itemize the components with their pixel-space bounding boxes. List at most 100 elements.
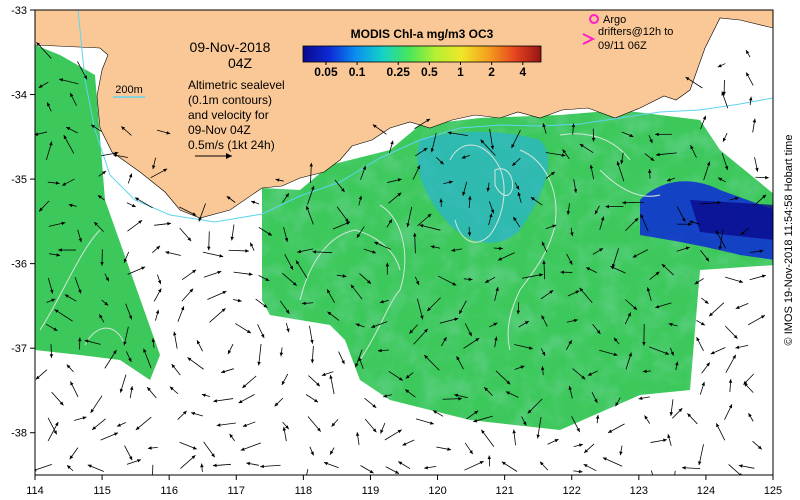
velocity-arrow	[98, 170, 107, 177]
velocity-arrow	[754, 157, 759, 172]
colorbar-tick-label: 2	[488, 65, 495, 79]
x-axis-tick-label: 122	[563, 485, 581, 497]
velocity-arrow	[725, 354, 737, 373]
velocity-arrow	[309, 446, 314, 456]
velocity-arrow	[514, 344, 533, 350]
velocity-arrow	[681, 466, 701, 470]
velocity-arrow	[48, 221, 66, 227]
imos-credit-label: © IMOS 19-Nov-2018 11:54:58 Hobart time	[783, 135, 795, 346]
velocity-arrow	[35, 369, 48, 380]
velocity-arrow	[246, 461, 259, 466]
velocity-arrow	[715, 230, 727, 249]
x-axis-tick-label: 121	[495, 485, 513, 497]
map-plot-area: 09-Nov-2018 04Z 200m Altimetric sealevel…	[35, 10, 773, 475]
velocity-arrow	[415, 418, 434, 425]
velocity-arrow	[542, 260, 546, 280]
velocity-arrow	[755, 175, 769, 180]
velocity-arrow	[467, 226, 472, 237]
velocity-arrow	[413, 328, 429, 345]
velocity-arrow	[284, 254, 294, 270]
velocity-arrow	[642, 324, 646, 346]
velocity-arrow	[84, 339, 101, 345]
velocity-arrow	[717, 177, 726, 183]
velocity-arrow	[725, 325, 738, 339]
velocity-arrow	[501, 461, 518, 472]
velocity-arrow	[494, 336, 498, 348]
velocity-arrow	[45, 141, 53, 161]
velocity-arrow	[123, 326, 129, 346]
velocity-arrow	[179, 441, 197, 450]
velocity-arrow	[466, 410, 479, 420]
velocity-arrow	[458, 300, 467, 315]
velocity-arrow	[227, 343, 234, 355]
velocity-arrow	[242, 375, 257, 389]
velocity-arrow	[74, 277, 82, 294]
velocity-arrow	[134, 197, 153, 209]
velocity-arrow	[374, 241, 391, 250]
velocity-arrow	[441, 336, 447, 347]
velocity-arrow	[100, 249, 104, 266]
velocity-arrow	[258, 227, 273, 236]
velocity-arrow	[700, 249, 710, 262]
velocity-arrow	[735, 303, 749, 309]
velocity-arrow	[49, 344, 54, 358]
velocity-arrow	[649, 346, 670, 355]
velocity-arrow	[125, 303, 133, 320]
velocity-arrow	[127, 173, 133, 184]
velocity-arrow	[591, 128, 596, 142]
velocity-arrow	[752, 118, 757, 133]
x-axis-tick-label: 117	[227, 485, 245, 497]
velocity-arrow	[513, 216, 521, 228]
velocity-arrow	[585, 267, 598, 274]
colorbar-gradient	[302, 45, 542, 63]
velocity-arrow	[749, 274, 766, 281]
velocity-arrow	[384, 429, 402, 441]
y-axis-tick-label: -38	[11, 428, 27, 440]
velocity-arrow	[154, 222, 172, 226]
altimetry-legend-line-1: Altimetric sealevel	[188, 78, 285, 92]
velocity-arrow	[383, 394, 392, 398]
velocity-arrow	[488, 213, 493, 226]
velocity-arrow	[587, 370, 598, 376]
x-axis-tick-label: 119	[362, 485, 380, 497]
velocity-arrow	[655, 132, 673, 137]
velocity-arrow	[70, 381, 79, 398]
velocity-arrow	[592, 323, 601, 335]
velocity-arrow	[234, 323, 252, 334]
velocity-arrow	[721, 152, 729, 171]
velocity-arrow	[93, 221, 104, 232]
velocity-arrow	[644, 153, 655, 162]
velocity-arrow	[743, 382, 754, 393]
velocity-arrow	[238, 394, 255, 404]
velocity-arrow	[155, 309, 160, 321]
velocity-arrow	[285, 322, 290, 333]
velocity-arrow	[119, 374, 127, 393]
velocity-arrow	[187, 357, 204, 370]
velocity-arrow	[625, 299, 638, 311]
velocity-arrow	[566, 203, 571, 215]
velocity-arrow	[735, 345, 749, 349]
velocity-arrow	[46, 102, 52, 112]
velocity-arrow	[387, 178, 402, 183]
colorbar-title: MODIS Chl-a mg/m3 OC3	[351, 27, 494, 41]
velocity-arrow	[413, 232, 417, 254]
velocity-arrow	[336, 206, 349, 223]
velocity-arrow	[147, 446, 158, 450]
velocity-arrow	[306, 469, 309, 475]
velocity-arrow	[47, 277, 54, 294]
velocity-arrow	[156, 129, 171, 135]
velocity-arrow	[620, 152, 624, 165]
altimetry-legend-line-2: (0.1m contours)	[188, 93, 272, 107]
velocity-arrow	[379, 299, 389, 304]
velocity-arrow	[405, 372, 414, 379]
velocity-arrow	[386, 219, 393, 228]
velocity-arrow	[661, 263, 674, 276]
sealevel-contour	[507, 149, 557, 351]
velocity-arrow	[738, 464, 755, 469]
x-axis-tick-label: 114	[26, 485, 44, 497]
velocity-arrow	[646, 287, 652, 301]
velocity-arrow	[541, 366, 545, 376]
velocity-arrow	[58, 248, 76, 252]
velocity-arrow	[512, 429, 516, 446]
velocity-arrow	[573, 178, 578, 193]
